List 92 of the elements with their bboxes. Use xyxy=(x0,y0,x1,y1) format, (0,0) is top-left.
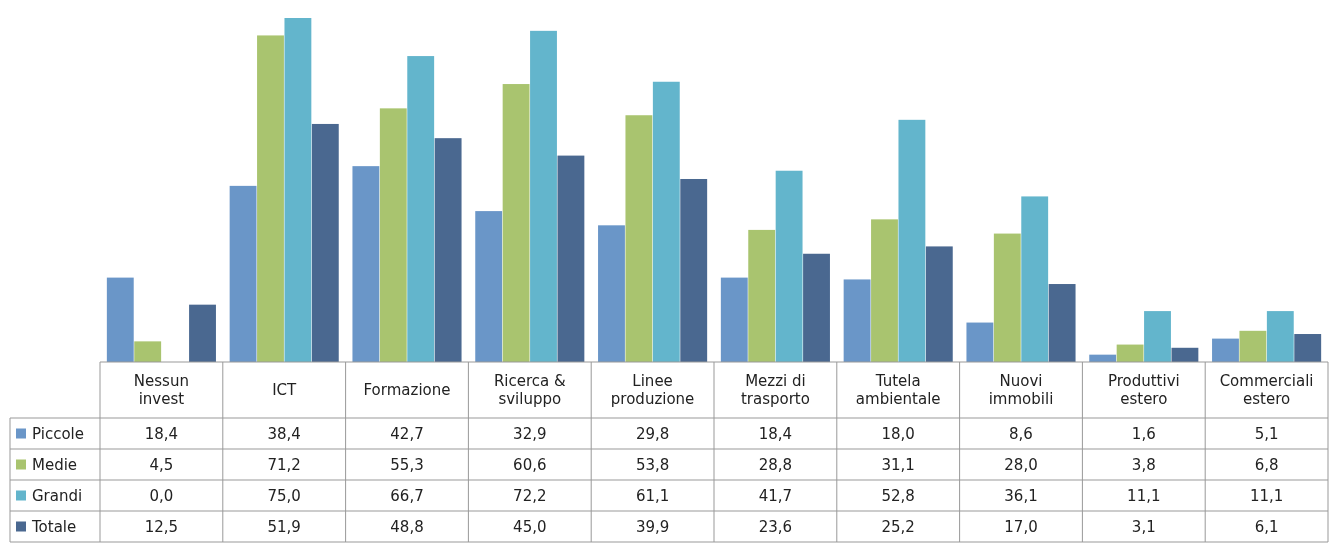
bar xyxy=(598,225,625,362)
x-tick-label: Nessun invest xyxy=(133,372,189,409)
bar xyxy=(803,253,830,362)
legend-label: Medie xyxy=(32,455,78,474)
bar xyxy=(434,138,462,362)
bar xyxy=(229,185,257,362)
data-label: 28,0 xyxy=(1004,455,1038,474)
bar xyxy=(652,81,680,362)
bar xyxy=(720,277,748,362)
data-label: 11,1 xyxy=(1127,486,1161,505)
bar xyxy=(1239,330,1267,362)
bar xyxy=(502,84,530,362)
data-label: 71,2 xyxy=(267,455,301,474)
bar xyxy=(925,246,953,362)
bar xyxy=(843,279,871,362)
bar xyxy=(898,119,926,362)
data-label: 36,1 xyxy=(1004,486,1038,505)
x-tick-label: Commerciali estero xyxy=(1219,372,1314,409)
data-label: 66,7 xyxy=(390,486,424,505)
data-label: 0,0 xyxy=(149,486,174,505)
bar xyxy=(748,229,776,362)
bar xyxy=(311,123,339,362)
bar xyxy=(1294,334,1322,362)
bar xyxy=(352,166,380,362)
data-label: 60,6 xyxy=(513,455,547,474)
data-label: 3,1 xyxy=(1131,517,1156,536)
bar xyxy=(257,35,284,362)
x-tick-label: Linee produzione xyxy=(610,372,695,409)
bar xyxy=(1116,344,1144,362)
data-label: 12,5 xyxy=(144,517,179,536)
data-label: 38,4 xyxy=(267,424,301,443)
x-tick-label: Tutela ambientale xyxy=(855,372,941,409)
data-label: 45,0 xyxy=(513,517,547,536)
bar xyxy=(1266,311,1294,362)
data-label: 17,0 xyxy=(1004,517,1038,536)
data-label: 11,1 xyxy=(1249,486,1284,505)
x-tick-label: Produttivi estero xyxy=(1107,372,1180,409)
data-label: 48,8 xyxy=(390,517,424,536)
data-label: 18,4 xyxy=(144,424,179,443)
bar xyxy=(106,277,134,362)
data-label: 55,3 xyxy=(390,455,424,474)
bar xyxy=(871,219,898,362)
data-label: 72,2 xyxy=(513,486,547,505)
data-label: 6,1 xyxy=(1254,517,1279,536)
bar xyxy=(284,18,312,362)
bar xyxy=(966,322,994,362)
x-tick-label: Ricerca & sviluppo xyxy=(493,372,566,409)
data-label: 41,7 xyxy=(758,486,793,505)
data-label: 39,9 xyxy=(635,517,670,536)
bar xyxy=(475,211,503,362)
legend-label: Piccole xyxy=(32,424,84,443)
data-label: 51,9 xyxy=(267,517,301,536)
x-tick-label: Mezzi di trasporto xyxy=(740,372,810,409)
bar xyxy=(1048,284,1076,362)
data-label: 8,6 xyxy=(1009,424,1033,443)
data-label: 23,6 xyxy=(758,517,793,536)
data-label: 52,8 xyxy=(881,486,915,505)
data-label: 1,6 xyxy=(1131,424,1156,443)
data-label: 18,0 xyxy=(881,424,915,443)
data-label: 6,8 xyxy=(1254,455,1279,474)
bar xyxy=(530,30,557,362)
bar xyxy=(1021,196,1049,362)
data-label: 42,7 xyxy=(390,424,424,443)
legend-label: Totale xyxy=(31,517,77,536)
bar xyxy=(775,170,803,362)
bar xyxy=(1212,338,1239,362)
data-label: 5,1 xyxy=(1254,424,1279,443)
data-label: 18,4 xyxy=(758,424,793,443)
legend-label: Grandi xyxy=(32,486,83,505)
data-label: 75,0 xyxy=(267,486,301,505)
bar xyxy=(407,56,435,362)
bar xyxy=(680,178,708,362)
bar xyxy=(625,115,653,362)
bar xyxy=(134,341,162,362)
data-label: 4,5 xyxy=(149,455,174,474)
data-label: 28,8 xyxy=(758,455,793,474)
bar xyxy=(557,155,585,362)
data-label: 25,2 xyxy=(881,517,915,536)
data-label: 3,8 xyxy=(1131,455,1156,474)
bar xyxy=(1144,311,1171,362)
data-label: 31,1 xyxy=(881,455,915,474)
bar xyxy=(993,233,1021,362)
bar xyxy=(379,108,407,362)
data-label: 29,8 xyxy=(635,424,670,443)
x-tick-label: Nuovi immobili xyxy=(988,372,1054,409)
bar xyxy=(1171,347,1199,362)
data-label: 53,8 xyxy=(635,455,670,474)
bar xyxy=(189,304,216,362)
x-tick-label: ICT xyxy=(272,381,298,400)
data-label: 61,1 xyxy=(635,486,670,505)
x-tick-label: Formazione xyxy=(363,381,451,400)
data-label: 32,9 xyxy=(513,424,547,443)
